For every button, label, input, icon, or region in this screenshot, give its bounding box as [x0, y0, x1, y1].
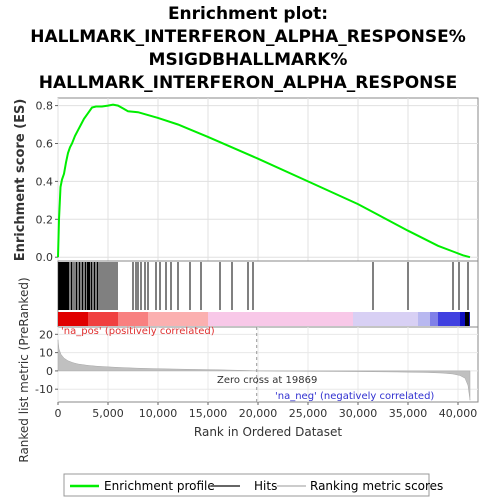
es-tick-label: 0.2 [36, 213, 54, 226]
es-tick-label: 0.4 [36, 175, 54, 188]
x-tick-label: 0 [55, 407, 62, 420]
metric-tick-label: 10 [39, 347, 53, 360]
colorbar-segment [58, 312, 88, 326]
x-tick-label: 5,000 [92, 407, 124, 420]
metric-tick-label: -10 [35, 383, 53, 396]
title-line-2: HALLMARK_INTERFERON_ALPHA_RESPONSE% [30, 27, 466, 47]
x-tick-label: 15,000 [189, 407, 228, 420]
es-tick-label: 0.0 [36, 251, 54, 264]
x-tick-label: 30,000 [339, 407, 378, 420]
x-tick-label: 10,000 [139, 407, 178, 420]
colorbar-segment [438, 312, 460, 326]
metric-y-ticks: 20 10 0 -10 [35, 328, 58, 396]
x-axis-ticks: 0 5,000 10,000 15,000 20,000 25,000 30,000 35,0… [55, 402, 478, 420]
legend-box [63, 473, 430, 497]
x-tick-label: 40,000 [439, 407, 478, 420]
legend-metric-label: Ranking metric scores [310, 479, 443, 493]
colorbar-segment [418, 312, 430, 326]
es-grid [57, 98, 478, 261]
es-ylabel: Enrichment score (ES) [13, 99, 28, 262]
colorbar-segment [88, 312, 118, 326]
colorbar-segment [148, 312, 208, 326]
neg-correlated-label: 'na_neg' (negatively correlated) [275, 391, 434, 402]
es-panel: 0.0 0.2 0.4 0.6 0.8 Enrichment score (ES) [13, 97, 479, 264]
x-tick-label: 35,000 [389, 407, 428, 420]
ranking-metric-area [57, 339, 471, 401]
colorbar-end-mark [465, 312, 469, 326]
metric-tick-label: 0 [46, 365, 53, 378]
title-line-1: Enrichment plot: [168, 4, 328, 24]
title-line-3: MSIGDBHALLMARK% [149, 50, 348, 70]
x-axis-label: Rank in Ordered Dataset [194, 425, 342, 439]
ranking-colorbar [58, 312, 470, 326]
es-panel-frame [57, 97, 479, 262]
colorbar-segment [118, 312, 148, 326]
zero-cross-label: Zero cross at 19869 [217, 375, 317, 386]
pos-correlated-label: 'na_pos' (positively correlated) [61, 326, 215, 337]
legend: Enrichment profile Hits Ranking metric s… [63, 473, 443, 497]
es-tick-label: 0.6 [36, 137, 54, 150]
enrichment-profile-line [57, 103, 471, 259]
legend-hits-label: Hits [254, 479, 277, 493]
es-tick-label: 0.8 [36, 100, 54, 113]
hit-lines [58, 262, 469, 310]
colorbar-segment [208, 312, 353, 326]
metric-tick-label: 20 [39, 328, 53, 341]
x-tick-label: 20,000 [239, 407, 278, 420]
title-line-4: HALLMARK_INTERFERON_ALPHA_RESPONSE [39, 73, 458, 93]
metric-ylabel: Ranked list metric (PreRanked) [17, 277, 31, 462]
es-y-ticks: 0.0 0.2 0.4 0.6 0.8 [36, 100, 58, 264]
x-tick-label: 25,000 [289, 407, 328, 420]
legend-profile-label: Enrichment profile [104, 479, 215, 493]
hits-panel [57, 260, 479, 328]
colorbar-segment [430, 312, 438, 326]
colorbar-segment [353, 312, 418, 326]
chart-title: Enrichment plot: HALLMARK_INTERFERON_ALP… [30, 4, 466, 93]
